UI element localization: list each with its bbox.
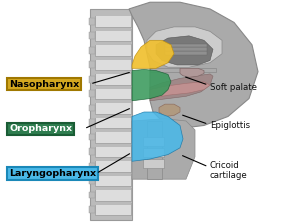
Polygon shape [180,68,204,77]
Polygon shape [88,90,95,97]
Polygon shape [94,159,130,161]
Polygon shape [94,203,130,215]
Polygon shape [142,159,164,168]
Polygon shape [132,69,171,101]
Polygon shape [94,145,130,157]
Polygon shape [129,2,258,128]
Polygon shape [88,61,95,68]
Polygon shape [94,116,130,118]
Text: Cricoid
cartilage: Cricoid cartilage [210,161,248,180]
Polygon shape [147,121,162,179]
Polygon shape [94,188,130,190]
Polygon shape [88,18,95,25]
Polygon shape [88,105,95,112]
Text: Epiglottis: Epiglottis [210,121,250,130]
Polygon shape [94,130,130,143]
Polygon shape [90,9,132,220]
Polygon shape [94,87,130,89]
Polygon shape [94,72,130,85]
Polygon shape [94,174,130,176]
Polygon shape [94,101,130,103]
Polygon shape [94,203,130,205]
Text: Nasopharynx: Nasopharynx [9,80,79,88]
Polygon shape [94,174,130,186]
Polygon shape [94,72,130,74]
Polygon shape [94,101,130,114]
Polygon shape [88,206,95,213]
Polygon shape [94,58,130,60]
Polygon shape [165,47,207,51]
Polygon shape [94,58,130,70]
Text: Oropharynx: Oropharynx [9,124,72,133]
Polygon shape [94,145,130,147]
Polygon shape [142,148,164,157]
Polygon shape [94,130,130,132]
Polygon shape [94,29,130,31]
Polygon shape [142,137,164,146]
Polygon shape [159,104,180,116]
Polygon shape [88,47,95,54]
Polygon shape [147,27,222,67]
Polygon shape [94,43,130,56]
Polygon shape [94,29,130,41]
Polygon shape [94,159,130,172]
Polygon shape [94,116,130,128]
Polygon shape [88,192,95,198]
Polygon shape [94,87,130,99]
Polygon shape [150,74,213,101]
Polygon shape [165,44,207,47]
Polygon shape [156,36,213,65]
Polygon shape [132,119,195,179]
Text: Soft palate: Soft palate [210,83,257,92]
Text: Laryngopharynx: Laryngopharynx [9,169,96,178]
Polygon shape [94,15,130,16]
Polygon shape [165,51,207,55]
Polygon shape [94,43,130,45]
Polygon shape [94,15,130,27]
Polygon shape [94,188,130,200]
Polygon shape [88,32,95,39]
Polygon shape [150,68,216,72]
Polygon shape [88,177,95,184]
Polygon shape [88,76,95,82]
Polygon shape [88,148,95,155]
Polygon shape [88,134,95,140]
Polygon shape [150,82,210,99]
Polygon shape [88,163,95,169]
Polygon shape [132,40,174,68]
Polygon shape [132,112,183,161]
Polygon shape [88,119,95,126]
